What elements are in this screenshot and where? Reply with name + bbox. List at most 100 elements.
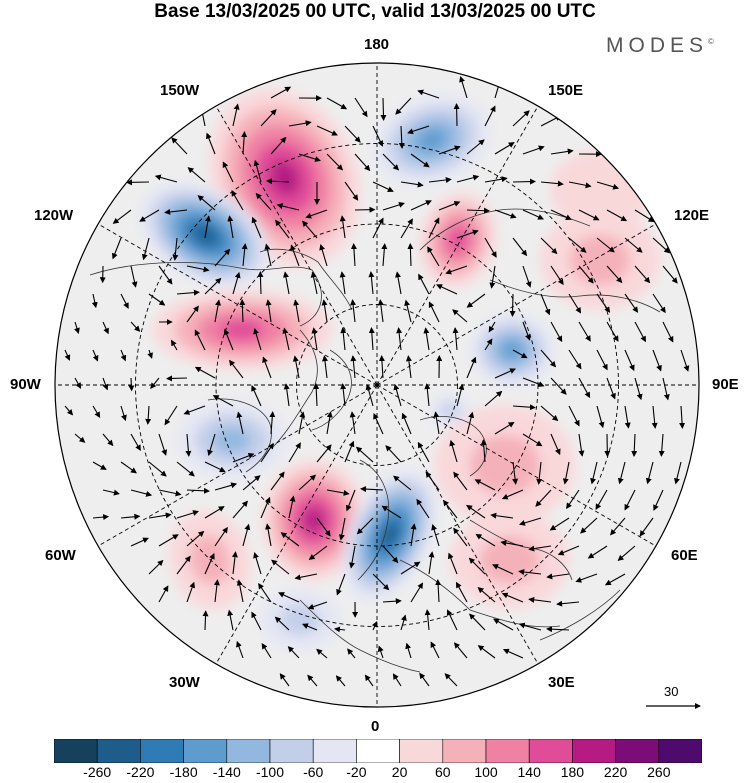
wind-vector <box>568 405 580 427</box>
wind-vector <box>120 461 137 474</box>
wind-vector <box>270 471 285 491</box>
wind-vector <box>568 237 587 253</box>
wind-vector <box>239 299 246 323</box>
wind-vector <box>310 271 318 295</box>
wind-vector <box>260 109 277 127</box>
wind-vector <box>321 299 328 323</box>
wind-vector <box>410 153 430 168</box>
wind-vector <box>562 461 570 485</box>
wind-vector <box>326 489 350 496</box>
wind-vector <box>596 405 605 429</box>
wind-vector <box>298 474 317 491</box>
lon-label-120w: 120W <box>34 207 74 224</box>
wind-vector <box>176 289 200 296</box>
anomaly-centre <box>262 460 366 580</box>
wind-vector <box>566 489 580 510</box>
wind-vector <box>120 513 141 520</box>
colorbar-tick-label: -140 <box>212 764 241 780</box>
wind-vector <box>578 209 600 221</box>
wind-vector <box>447 552 458 575</box>
wind-vector <box>316 517 331 537</box>
wind-vector <box>92 349 99 362</box>
wind-vector <box>260 442 274 463</box>
wind-vector <box>148 293 166 306</box>
wind-vector <box>606 209 628 222</box>
wind-vector <box>213 579 220 603</box>
wind-vector <box>262 356 272 379</box>
wind-vector <box>251 216 262 239</box>
wind-vector <box>164 405 178 426</box>
wind-vector <box>381 505 402 519</box>
wind-vector <box>453 471 468 491</box>
wind-vector <box>102 377 109 391</box>
colorbar-swatch <box>269 739 314 763</box>
wind-vector <box>512 178 536 185</box>
wind-vector <box>494 142 515 155</box>
wind-vector <box>501 592 524 603</box>
wind-vector <box>568 349 582 370</box>
wind-vector <box>393 475 412 491</box>
wind-vector <box>319 243 328 267</box>
wind-vector <box>624 237 643 253</box>
wind-vector <box>405 642 412 659</box>
wind-vector <box>241 243 248 267</box>
wind-vector <box>546 626 570 633</box>
wind-vector <box>578 265 594 284</box>
lon-label-120e: 120E <box>674 207 710 224</box>
wind-vector <box>431 523 440 547</box>
wind-vector <box>345 489 356 512</box>
wind-vector <box>287 646 300 659</box>
brand-name: MODES <box>606 34 709 57</box>
wind-vector <box>212 395 234 407</box>
wind-vector <box>522 209 545 220</box>
wind-vector <box>120 293 129 309</box>
wind-vector <box>141 237 150 261</box>
wind-vector <box>469 613 486 631</box>
wind-vector <box>400 614 407 631</box>
wind-vector <box>260 496 271 519</box>
wind-vector <box>604 573 626 586</box>
wind-vector <box>680 349 690 372</box>
meridian <box>97 384 378 547</box>
wind-vector <box>279 673 290 687</box>
wind-vector <box>418 273 430 295</box>
wind-vector <box>674 461 682 485</box>
colorbar-swatch <box>442 739 487 763</box>
wind-vector <box>606 321 619 342</box>
wind-vector <box>404 299 412 323</box>
wind-vector <box>158 265 173 285</box>
wind-vector <box>502 648 524 659</box>
brand-logo: MODES© <box>606 34 714 58</box>
wind-vector <box>480 439 487 463</box>
colorbar-tick-label: -60 <box>303 764 324 780</box>
wind-vector <box>222 161 234 183</box>
wind-vector <box>550 148 574 155</box>
wind-vector <box>154 174 178 183</box>
wind-vector <box>111 237 122 260</box>
wind-vector <box>662 377 670 401</box>
meridian <box>376 105 539 386</box>
wind-vector <box>492 564 514 575</box>
wind-vector <box>64 405 74 416</box>
wind-vector <box>550 433 561 456</box>
wind-vector <box>74 433 86 443</box>
lon-label-90e: 90E <box>712 376 739 393</box>
wind-vector <box>276 203 300 211</box>
wind-vector <box>372 181 394 192</box>
wind-vector <box>372 125 383 147</box>
wind-vector <box>645 461 654 485</box>
lon-label-150e: 150E <box>548 82 584 99</box>
coastline <box>357 459 390 581</box>
wind-vector <box>120 349 127 362</box>
coastline <box>419 416 487 477</box>
wind-vector <box>271 559 290 575</box>
wind-vector <box>147 349 153 359</box>
wind-vector <box>639 517 654 537</box>
wind-vector <box>466 139 485 155</box>
wind-vector <box>139 209 160 222</box>
wind-vector <box>232 103 240 127</box>
coastline <box>299 599 421 673</box>
lon-label-30w: 30W <box>169 674 200 691</box>
wind-vector <box>587 545 608 559</box>
wind-vector <box>307 601 328 610</box>
